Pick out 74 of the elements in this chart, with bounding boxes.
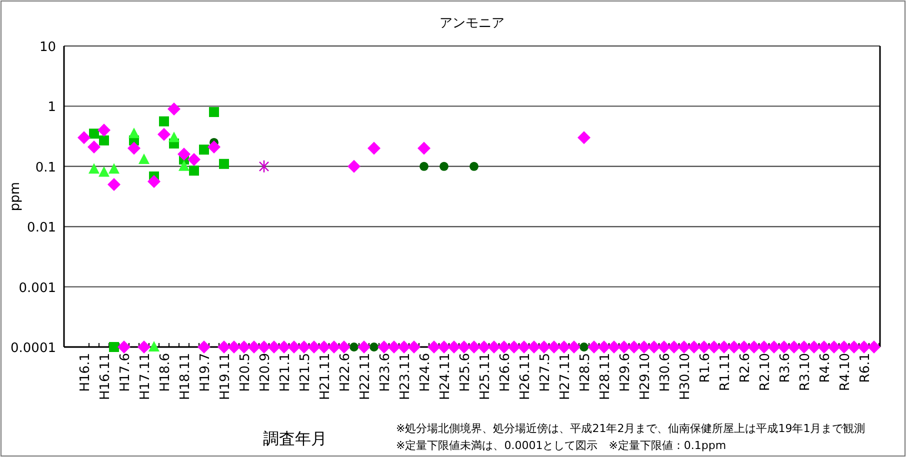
x-tick-label: H23.11: [398, 353, 413, 400]
point: [258, 160, 270, 174]
point: [109, 342, 119, 352]
x-tick-label: H22.11: [358, 353, 373, 400]
x-tick-label: R3.10: [798, 353, 813, 391]
x-tick-label: H20.5: [238, 353, 253, 392]
point: [148, 341, 160, 352]
point: [128, 128, 140, 138]
x-tick-label: H23.6: [378, 353, 393, 392]
x-tick-label: H24.11: [438, 353, 453, 400]
x-tick-label: H30.6: [658, 353, 673, 392]
x-tick-label: H28.5: [578, 353, 593, 392]
point: [370, 342, 378, 352]
x-tick-label: H30.10: [678, 353, 693, 400]
x-tick-label: H16.1: [78, 353, 93, 392]
x-tick-label: H26.6: [498, 353, 513, 392]
point: [219, 158, 229, 169]
x-tick-label: R4.10: [838, 353, 853, 391]
text: ※処分場北側境界、処分場近傍は、平成21年2月まで、仙南保健所屋上は平成19年1月まで観測: [396, 422, 866, 435]
point: [189, 166, 199, 176]
x-tick-label: H18.11: [178, 353, 193, 400]
x-tick-label: H21.11: [318, 353, 333, 400]
x-tick-label: H18.6: [158, 353, 173, 392]
x-tick-label: H20.9: [258, 353, 273, 392]
point: [168, 132, 180, 142]
x-tick-label: H27.5: [538, 353, 553, 392]
x-tick-label: H27.11: [558, 353, 573, 400]
point: [159, 116, 169, 126]
x-tick-label: H19.7: [198, 353, 213, 392]
point: [350, 342, 358, 352]
point: [470, 162, 478, 171]
x-tick-label: H22.6: [338, 353, 353, 392]
x-tick-label: H17.6: [118, 353, 133, 392]
x-axis-title: 調査年月: [263, 429, 327, 448]
y-tick-label: 10: [39, 40, 56, 55]
text: ※定量下限値未満は、0.0001として図示 ※定量下限値：0.1ppm: [396, 439, 726, 452]
x-tick-label: H26.11: [518, 353, 533, 400]
x-tick-label: H21.1: [278, 353, 293, 392]
y-tick-label: 0.01: [27, 220, 56, 236]
x-tick-label: H24.6: [418, 353, 433, 392]
x-tick-label: H17.11: [138, 353, 153, 400]
x-tick-label: H19.11: [218, 353, 233, 400]
x-tick-label: H29.10: [638, 353, 653, 400]
x-tick-label: H29.6: [618, 353, 633, 392]
point: [88, 163, 100, 174]
point: [580, 342, 588, 352]
x-tick-label: R2.6: [738, 353, 753, 383]
x-tick-label: R1.6: [698, 353, 713, 383]
point: [98, 166, 110, 177]
point: [209, 107, 219, 118]
x-tick-label: H21.5: [298, 353, 313, 392]
y-tick-label: 0.1: [35, 160, 56, 176]
x-tick-label: H16.11: [98, 353, 113, 400]
point: [99, 135, 109, 146]
point: [199, 144, 209, 155]
point: [420, 162, 428, 171]
x-tick-label: H25.11: [478, 353, 493, 400]
point: [138, 154, 150, 164]
point: [89, 128, 99, 139]
chart-title: アンモニア: [440, 16, 504, 31]
point: [178, 160, 190, 171]
y-tick-label: 0.001: [18, 280, 56, 296]
x-tick-label: R4.6: [818, 353, 833, 383]
x-tick-label: R3.6: [778, 353, 793, 383]
point: [440, 162, 448, 171]
x-tick-label: R1.11: [718, 353, 733, 391]
y-axis-title: ppm: [8, 182, 23, 212]
y-tick-label: 0.0001: [10, 341, 56, 356]
x-tick-label: H25.6: [458, 353, 473, 392]
y-tick-label: 1: [48, 100, 56, 116]
x-tick-label: R6.1: [858, 353, 873, 383]
x-tick-label: H28.11: [598, 353, 613, 400]
x-tick-label: R2.10: [758, 353, 773, 391]
point: [108, 163, 120, 174]
